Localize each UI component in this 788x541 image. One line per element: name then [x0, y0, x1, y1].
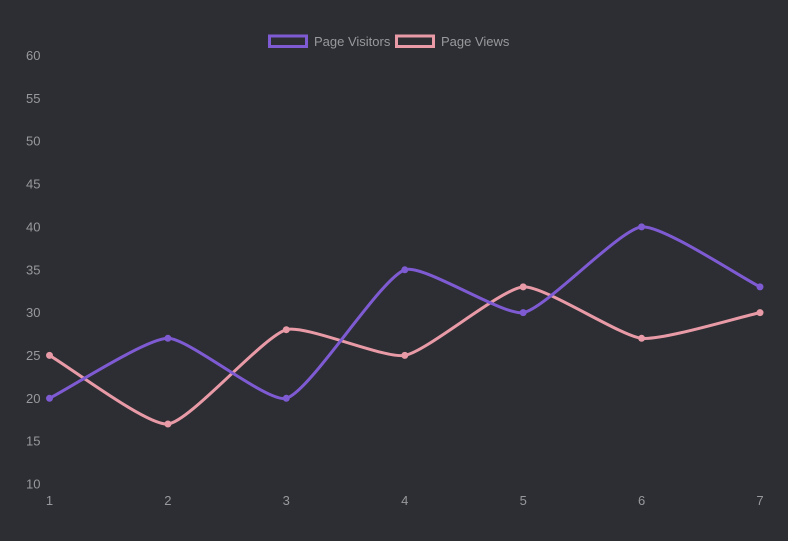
svg-text:10: 10 [26, 477, 40, 492]
svg-text:50: 50 [26, 134, 40, 149]
svg-text:5: 5 [520, 493, 527, 508]
svg-text:7: 7 [756, 493, 763, 508]
svg-text:3: 3 [283, 493, 290, 508]
svg-text:2: 2 [164, 493, 171, 508]
svg-text:25: 25 [26, 348, 40, 363]
svg-text:30: 30 [26, 305, 40, 320]
svg-text:35: 35 [26, 262, 40, 277]
svg-text:4: 4 [401, 493, 408, 508]
svg-text:1: 1 [46, 493, 53, 508]
svg-text:45: 45 [26, 177, 40, 192]
svg-text:Page Visitors: Page Visitors [314, 34, 391, 49]
svg-text:60: 60 [26, 48, 40, 63]
svg-text:20: 20 [26, 391, 40, 406]
svg-text:6: 6 [638, 493, 645, 508]
svg-text:15: 15 [26, 434, 40, 449]
svg-text:55: 55 [26, 91, 40, 106]
svg-text:40: 40 [26, 219, 40, 234]
svg-text:Page Views: Page Views [441, 34, 510, 49]
